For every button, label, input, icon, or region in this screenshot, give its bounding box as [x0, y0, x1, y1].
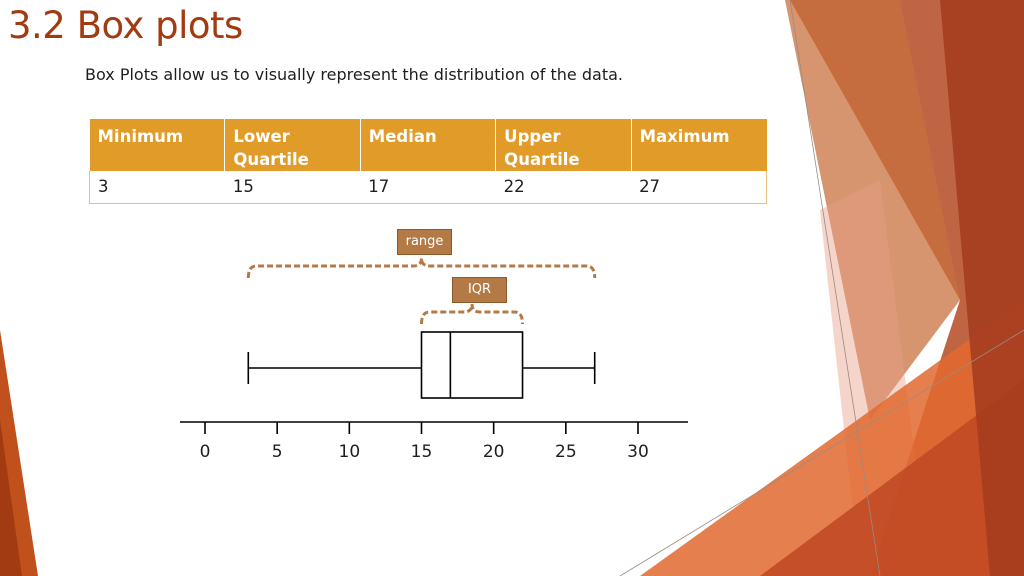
cell-lower-quartile: 15: [224, 171, 361, 204]
range-callout: range: [397, 229, 452, 255]
iqr-brace: [420, 303, 525, 325]
x-tick-label: 15: [411, 442, 433, 462]
header-median: Median: [360, 119, 497, 171]
decor-line-2: [619, 329, 1024, 576]
five-number-summary-table: Minimum Lower Quartile Median Upper Quar…: [88, 119, 768, 204]
decor-line-1: [789, 0, 881, 576]
cell-minimum: 3: [88, 171, 225, 204]
iqr-box: [420, 331, 524, 399]
slide-title: 3.2 Box plots: [8, 4, 243, 47]
header-minimum: Minimum: [89, 119, 226, 171]
decor-shape-right-edge: [940, 0, 1024, 576]
x-tick-label: 5: [272, 442, 283, 462]
decor-shape-bottom-dark: [760, 380, 1024, 576]
cell-median: 17: [360, 171, 496, 204]
header-maximum: Maximum: [631, 119, 767, 171]
table-row: 3 15 17 22 27: [88, 171, 768, 204]
slide-subtitle: Box Plots allow us to visually represent…: [85, 65, 623, 84]
iqr-callout: IQR: [452, 277, 507, 303]
table-header-row: Minimum Lower Quartile Median Upper Quar…: [89, 119, 767, 171]
x-tick-label: 0: [200, 442, 211, 462]
range-brace: [246, 257, 597, 279]
header-upper-quartile: Upper Quartile: [495, 119, 632, 171]
decor-shape-right-light: [785, 0, 960, 420]
cell-upper-quartile: 22: [495, 171, 632, 204]
decor-shape-left-dark: [0, 420, 22, 576]
x-tick-label: 25: [555, 442, 577, 462]
header-lower-quartile: Lower Quartile: [224, 119, 361, 171]
x-tick-label: 20: [483, 442, 505, 462]
x-tick-label: 30: [627, 442, 649, 462]
cell-maximum: 27: [631, 171, 768, 204]
x-tick-label: 10: [339, 442, 361, 462]
